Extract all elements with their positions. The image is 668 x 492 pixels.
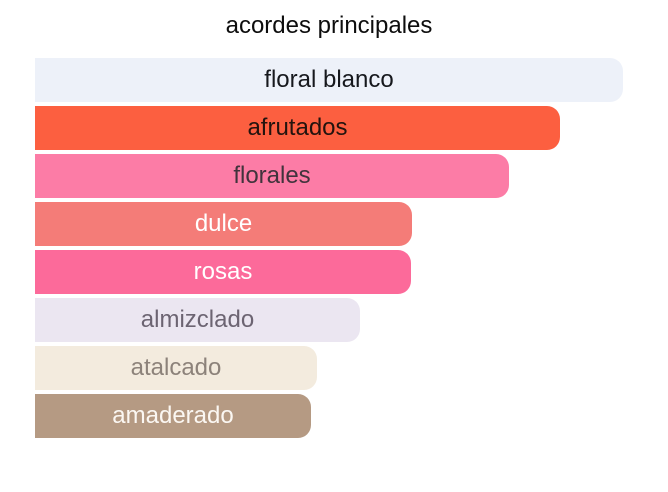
accord-bar: florales — [35, 154, 509, 198]
accord-bar: atalcado — [35, 346, 317, 390]
accords-list: floral blanco afrutados florales dulce rosas… — [35, 58, 623, 438]
accord-bar: dulce — [35, 202, 412, 246]
accord-bar: amaderado — [35, 394, 311, 438]
chart-title: acordes principales — [225, 12, 433, 39]
accord-bar: almizclado — [35, 298, 360, 342]
accord-bar: afrutados — [35, 106, 560, 150]
accord-bar: rosas — [35, 250, 411, 294]
accord-bar: floral blanco — [35, 58, 623, 102]
